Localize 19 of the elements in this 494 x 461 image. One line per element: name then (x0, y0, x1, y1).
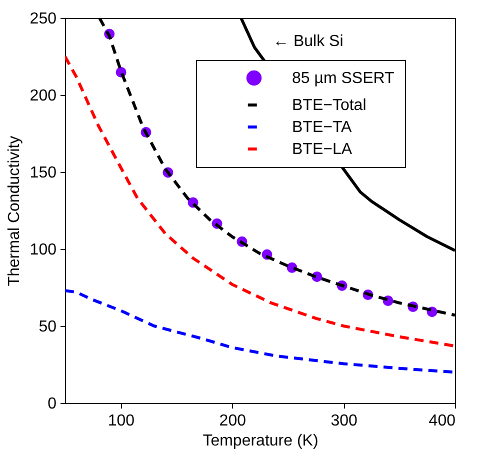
line-series (65, 55, 455, 348)
y-tick-label: 250 (30, 10, 57, 28)
x-tick-label: 200 (219, 412, 246, 430)
legend-label: BTE−TA (292, 119, 352, 136)
y-axis-title: Thermal Conductivity (6, 136, 23, 286)
x-tick-label: 300 (330, 412, 358, 430)
y-tick-label: 200 (30, 88, 57, 104)
legend-label: 85 µm SSERT (292, 70, 395, 87)
x-tick-label: 100 (108, 412, 135, 430)
legend-label: BTE−Total (292, 97, 366, 114)
legend-label: BTE−LA (292, 141, 352, 158)
annotation: ← Bulk Si (273, 33, 344, 50)
x-tick-label: 400 (428, 412, 456, 430)
y-tick-label: 50 (38, 318, 57, 336)
y-tick-label: 0 (48, 396, 57, 412)
y-tick-label: 150 (30, 164, 57, 182)
x-axis-title: Temperature (K) (202, 432, 318, 450)
line-series (65, 289, 455, 374)
y-tick-label: 100 (30, 242, 57, 258)
